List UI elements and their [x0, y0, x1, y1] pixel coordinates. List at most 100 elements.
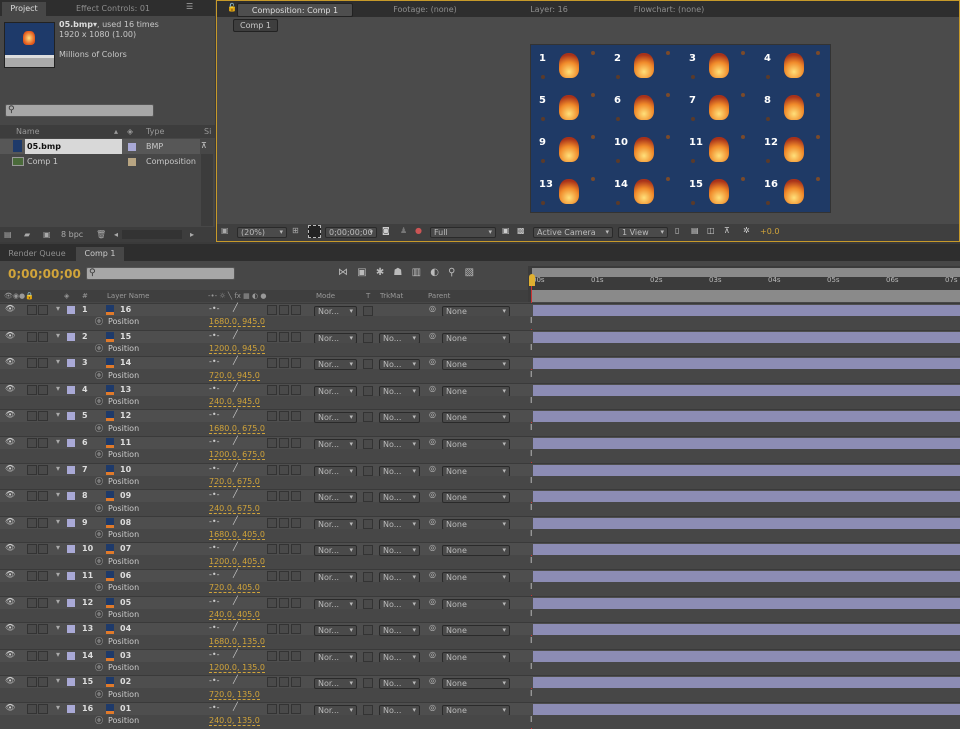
collapse-transform-icon[interactable]: -•-	[209, 490, 220, 500]
switch[interactable]	[279, 464, 289, 475]
solo-switch[interactable]	[27, 624, 37, 635]
label-column-icon[interactable]: ◈	[127, 127, 134, 136]
layer-duration-bar[interactable]	[533, 597, 960, 609]
layer-duration-bar[interactable]	[533, 464, 960, 476]
current-time-field[interactable]: 0;00;00;00	[325, 227, 377, 238]
collapse-transform-icon[interactable]: -•-	[209, 383, 220, 393]
bpc-button[interactable]: 8 bpc	[61, 230, 84, 239]
pickwhip-icon[interactable]: ◎	[429, 383, 436, 393]
lock-switch[interactable]	[38, 677, 48, 688]
stopwatch-icon[interactable]: ⓞ	[95, 556, 103, 566]
label-color[interactable]	[67, 359, 75, 368]
layer-row[interactable]: 👁 ▾ 10 07 -•- ╱ Nor... No... ◎ None	[0, 542, 960, 557]
expand-arrow-icon[interactable]: ▾	[56, 676, 61, 686]
exposure-icon[interactable]: ✲	[743, 226, 750, 235]
pickwhip-icon[interactable]: ◎	[429, 570, 436, 579]
switch[interactable]	[267, 571, 277, 581]
channel-icon[interactable]: ●	[415, 226, 422, 235]
preserve-transparency[interactable]	[363, 385, 373, 396]
lock-switch[interactable]	[38, 571, 48, 581]
solo-switch[interactable]	[27, 491, 37, 502]
label-swatch[interactable]	[128, 158, 136, 166]
layer-name[interactable]: 02	[120, 677, 132, 687]
expand-arrow-icon[interactable]: ▾	[56, 357, 61, 367]
label-color[interactable]	[67, 518, 75, 527]
stopwatch-icon[interactable]: ⓞ	[95, 530, 103, 540]
layer-row[interactable]: 👁 ▾ 9 08 -•- ╱ Nor... No... ◎ None	[0, 515, 960, 530]
layer-name[interactable]: 10	[120, 464, 132, 474]
layer-duration-bar[interactable]	[533, 358, 960, 370]
position-value[interactable]: 1200.0, 675.0	[209, 450, 265, 461]
comp-breadcrumb[interactable]: Comp 1	[233, 19, 278, 32]
solo-switch[interactable]	[27, 358, 37, 369]
layer-duration-bar[interactable]	[533, 384, 960, 396]
work-area-bar-lower[interactable]	[532, 290, 960, 302]
switch[interactable]	[279, 624, 289, 635]
layer-row[interactable]: 👁 ▾ 16 01 -•- ╱ Nor... No... ◎ None	[0, 702, 960, 716]
current-time-indicator[interactable]	[529, 274, 535, 286]
stopwatch-icon[interactable]: ⓞ	[95, 397, 103, 407]
comp-mini-flowchart-icon[interactable]: ⋈	[338, 267, 348, 278]
position-value[interactable]: 720.0, 135.0	[209, 689, 260, 700]
expand-arrow-icon[interactable]: ▾	[56, 703, 61, 712]
layer-name[interactable]: 03	[120, 650, 132, 660]
position-value[interactable]: 1200.0, 135.0	[209, 663, 265, 674]
stopwatch-icon[interactable]: ⓞ	[95, 636, 103, 646]
switch[interactable]	[279, 305, 289, 315]
quality-icon[interactable]: ╱	[233, 462, 238, 472]
visibility-eye-icon[interactable]: 👁	[5, 649, 16, 659]
visibility-eye-icon[interactable]: 👁	[5, 463, 16, 473]
switch[interactable]	[267, 411, 277, 422]
switch[interactable]	[267, 624, 277, 635]
layer-name[interactable]: 04	[120, 624, 132, 634]
layer-duration-bar[interactable]	[533, 491, 960, 503]
preserve-transparency[interactable]	[363, 572, 373, 582]
position-value[interactable]: 1680.0, 135.0	[209, 636, 265, 647]
project-scrollbar[interactable]	[201, 154, 213, 226]
pickwhip-icon[interactable]: ◎	[429, 516, 436, 526]
stopwatch-icon[interactable]: ⓞ	[95, 663, 103, 673]
show-snapshot-icon[interactable]: ♟	[400, 226, 408, 235]
switch[interactable]	[291, 544, 301, 555]
footage-name[interactable]: 05.bmp▾	[59, 20, 97, 29]
solo-switch[interactable]	[27, 571, 37, 581]
brainstorm-icon[interactable]: ⚲	[448, 267, 456, 278]
preserve-transparency[interactable]	[363, 439, 373, 449]
switch[interactable]	[291, 438, 301, 448]
timeline-icon[interactable]: ◫	[707, 226, 715, 235]
collapse-transform-icon[interactable]: -•-	[209, 623, 220, 633]
motion-blur-icon[interactable]: ◐	[430, 267, 439, 278]
switch[interactable]	[291, 464, 301, 475]
stopwatch-icon[interactable]: ⓞ	[95, 450, 103, 460]
visibility-eye-icon[interactable]: 👁	[5, 304, 16, 313]
collapse-transform-icon[interactable]: -•-	[209, 516, 220, 526]
view-layout-dropdown[interactable]: 1 View	[618, 227, 668, 238]
switch[interactable]	[291, 384, 301, 395]
pickwhip-icon[interactable]: ◎	[429, 623, 436, 633]
quality-icon[interactable]: ╱	[233, 409, 238, 419]
quality-icon[interactable]: ╱	[233, 329, 238, 339]
solo-switch[interactable]	[27, 438, 37, 448]
fast-previews-icon[interactable]: ▤	[691, 226, 699, 235]
timeline-current-time[interactable]: 0;00;00;00	[8, 267, 81, 281]
tab-comp-1[interactable]: Comp 1	[76, 247, 124, 261]
position-value[interactable]: 720.0, 675.0	[209, 476, 260, 487]
collapse-transform-icon[interactable]: -•-	[209, 410, 220, 420]
shy-icon[interactable]: ☗	[393, 267, 403, 278]
trash-icon[interactable]: 🗑	[96, 230, 107, 239]
preserve-transparency[interactable]	[363, 705, 373, 715]
stopwatch-icon[interactable]: ⓞ	[95, 716, 103, 726]
layer-duration-bar[interactable]	[533, 624, 960, 636]
transparency-grid-icon[interactable]: ▩	[517, 226, 525, 235]
lock-switch[interactable]	[38, 331, 48, 342]
layer-row[interactable]: 👁 ▾ 5 12 -•- ╱ Nor... No... ◎ None	[0, 409, 960, 424]
position-value[interactable]: 240.0, 405.0	[209, 609, 260, 620]
switch[interactable]	[267, 704, 277, 714]
comp-viewer[interactable]: 1 2 3 4 5 6 7 8 9 10 11 12 13 14 15 16	[530, 44, 831, 213]
layer-duration-bar[interactable]	[533, 305, 960, 316]
expand-arrow-icon[interactable]: ▾	[56, 410, 61, 420]
pickwhip-icon[interactable]: ◎	[429, 543, 436, 553]
position-value[interactable]: 1200.0, 405.0	[209, 556, 265, 567]
quality-icon[interactable]: ╱	[233, 542, 238, 552]
stopwatch-icon[interactable]: ⓞ	[95, 370, 103, 380]
